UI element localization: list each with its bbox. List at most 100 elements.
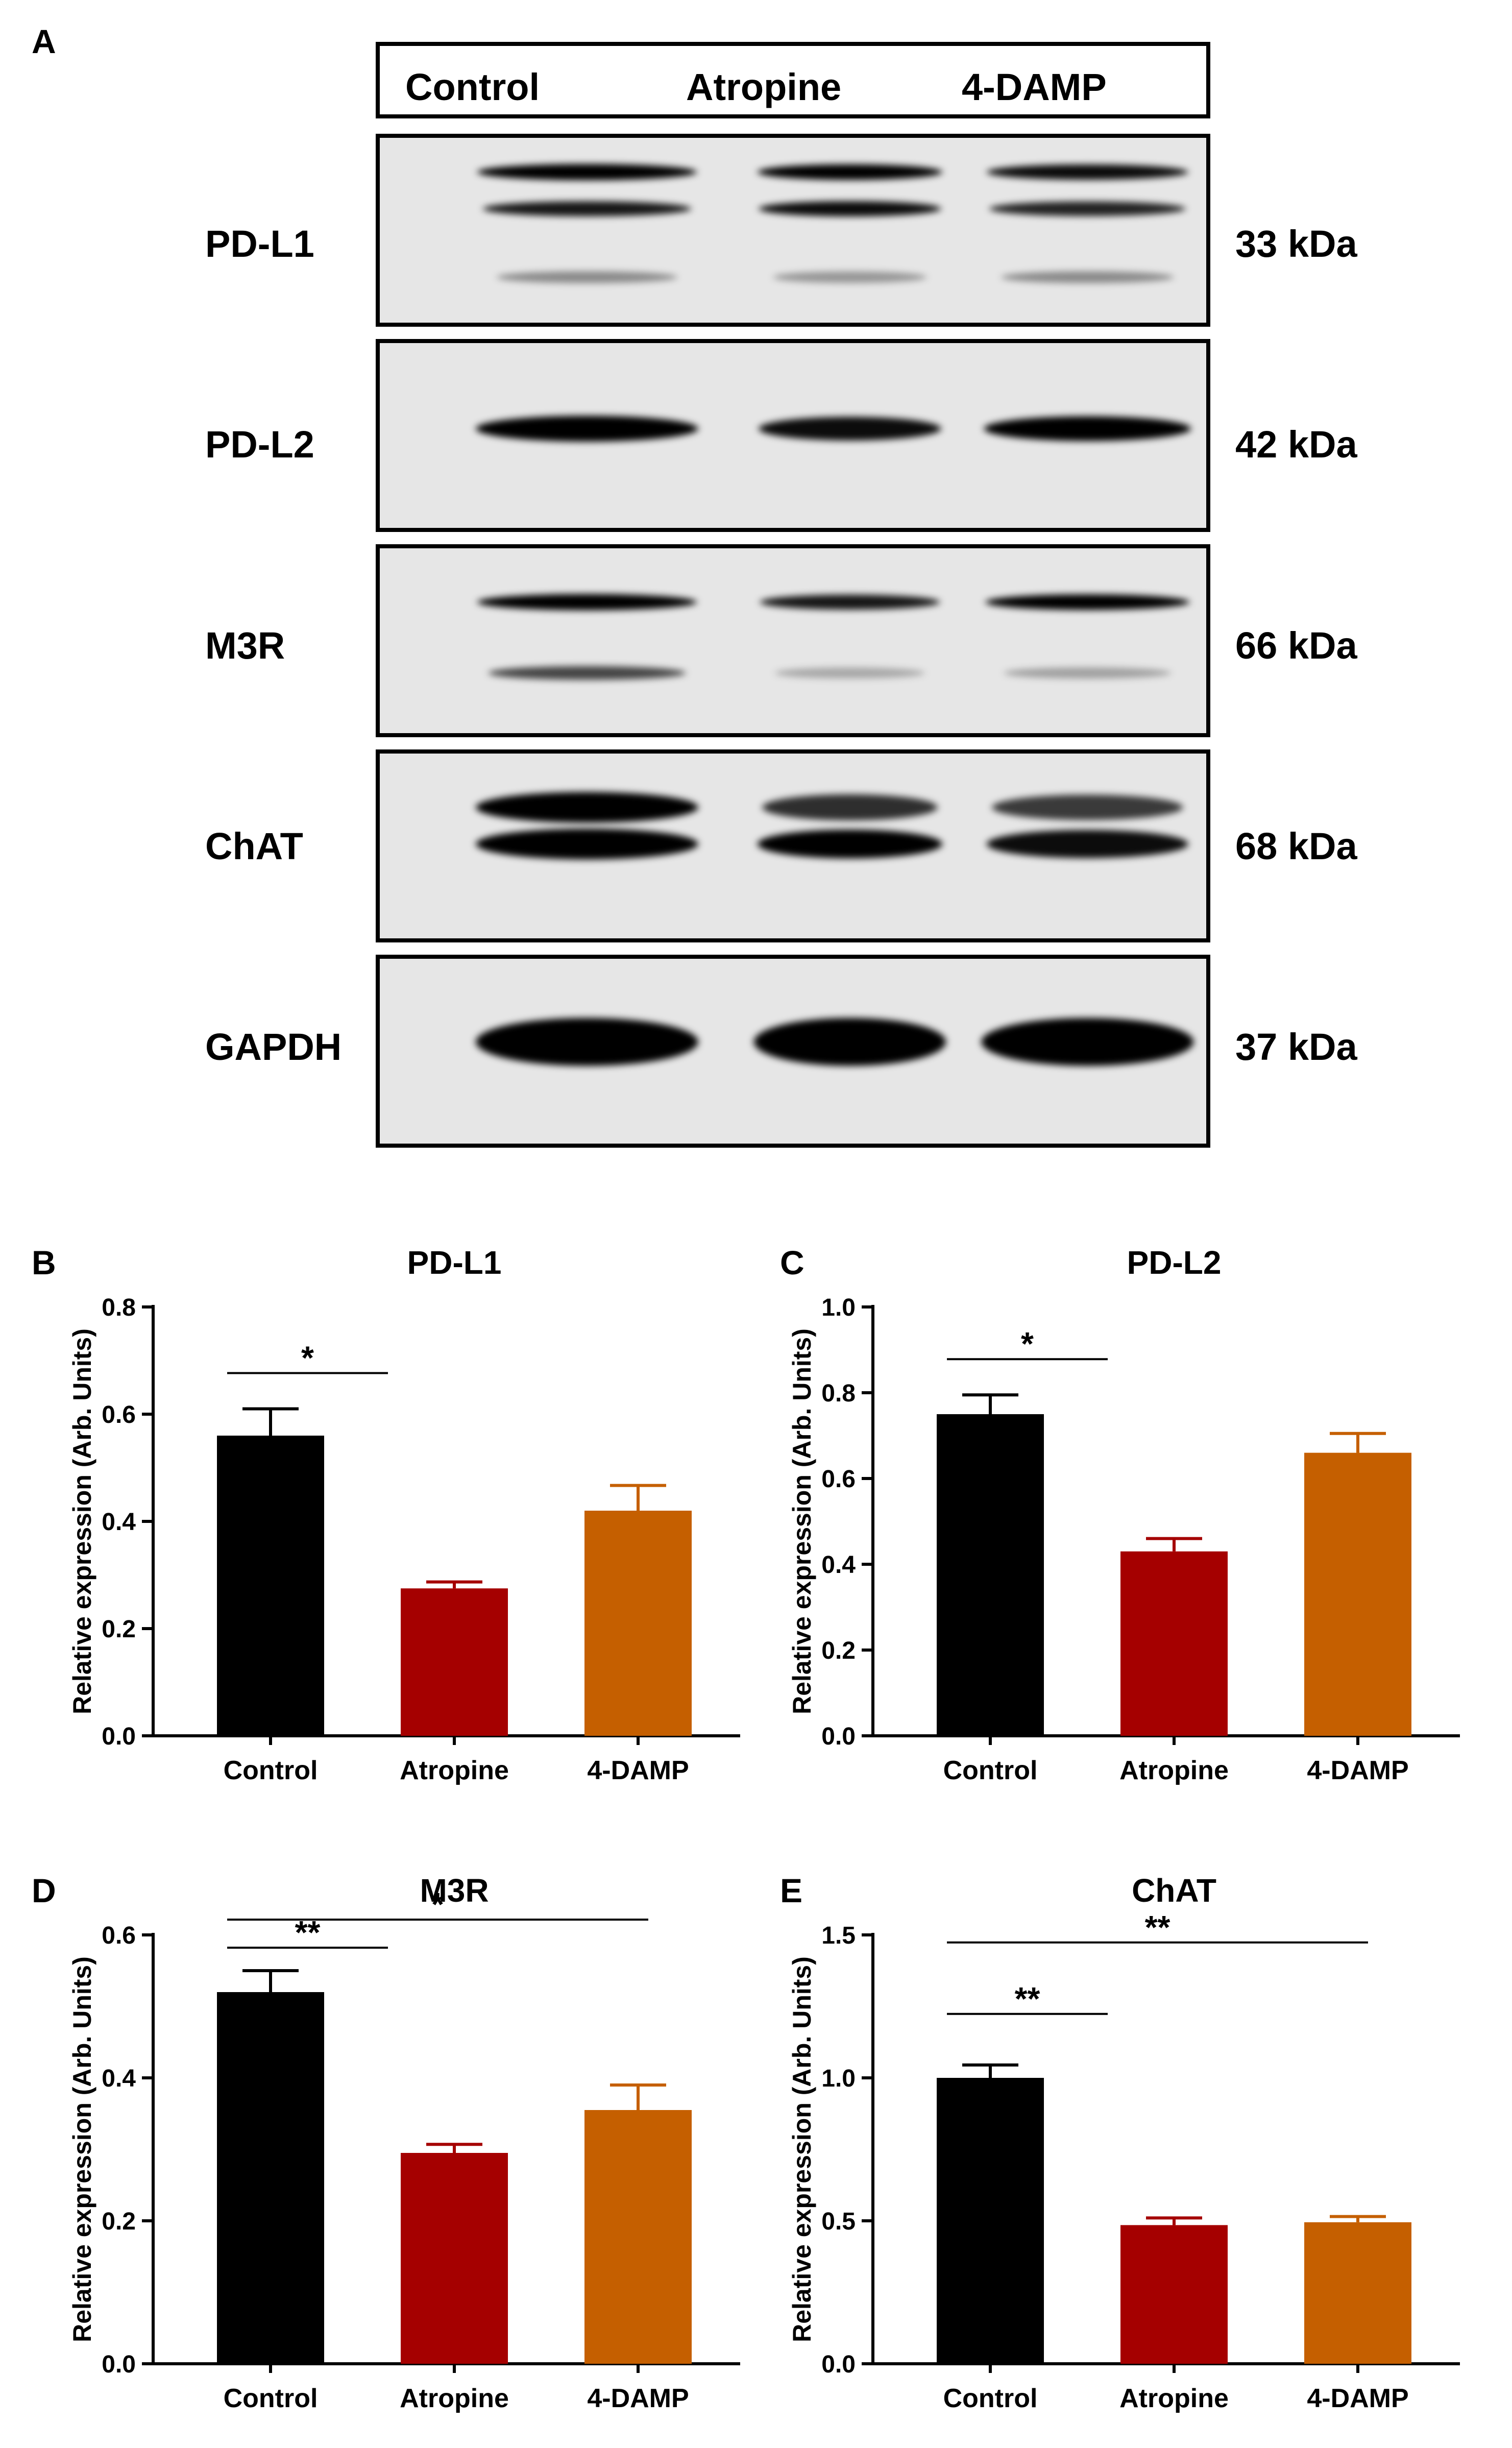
protein-label-chat: ChAT [205, 825, 303, 867]
x-tick-label: Atropine [400, 2384, 509, 2413]
y-tick-label: 1.0 [821, 1294, 856, 1321]
bar-control [217, 1992, 324, 2364]
y-tick-label: 0.8 [821, 1380, 856, 1407]
bar-4-damp [1304, 1452, 1411, 1736]
band-m3r-lane2-1 [760, 594, 940, 610]
x-tick-label: 4-DAMP [1307, 1756, 1408, 1785]
blot-bands-pd-l2 [476, 416, 1191, 442]
bar-control [217, 1436, 324, 1736]
x-tick-label: Atropine [400, 1756, 509, 1785]
bar-atropine [401, 2153, 508, 2364]
band-gapdh-lane1-1 [476, 1017, 698, 1066]
protein-label-pd-l2: PD-L2 [205, 423, 314, 466]
band-pd-l1-lane3-2 [989, 201, 1186, 216]
significance-marker: * [301, 1340, 314, 1376]
x-tick-label: Control [943, 2384, 1038, 2413]
band-pd-l1-lane2-2 [759, 201, 941, 216]
band-chat-lane2-1 [762, 794, 938, 820]
significance-marker: ** [1015, 1980, 1040, 2017]
size-label-gapdh: 37 kDa [1235, 1026, 1357, 1068]
y-tick-label: 1.5 [821, 1922, 856, 1949]
band-pd-l1-lane1-2 [482, 201, 692, 216]
y-axis-label: Relative expression (Arb. Units) [68, 1956, 96, 2342]
bar-chart-m3r: M3R Relative expression (Arb. Units)0.0 0.… [68, 1872, 740, 2413]
bar-atropine [1120, 1551, 1228, 1736]
bar-control [937, 2078, 1044, 2364]
significance-marker: ** [1145, 1909, 1170, 1946]
x-tick-label: Atropine [1119, 1756, 1229, 1785]
y-tick-label: 0.6 [102, 1922, 136, 1949]
bar-atropine [401, 1588, 508, 1736]
size-label-chat: 68 kDa [1235, 825, 1357, 867]
band-chat-lane3-2 [986, 830, 1188, 858]
chart-title: ChAT [1132, 1872, 1216, 1909]
bar-chart-chat: ChAT Relative expression (Arb. Units)0.0 0… [788, 1872, 1460, 2413]
band-m3r-lane3-2 [1004, 667, 1172, 679]
band-m3r-lane2-2 [775, 667, 925, 679]
band-gapdh-lane3-1 [981, 1017, 1194, 1066]
panel-letter-e: E [780, 1872, 803, 1909]
blot-panel-chat [376, 749, 1210, 942]
bar-control [937, 1414, 1044, 1736]
lane-header: Control Atropine 4-DAMP [376, 42, 1210, 118]
size-label-pd-l2: 42 kDa [1235, 423, 1357, 466]
blot-bands-chat [476, 792, 1188, 860]
band-pd-l1-lane3-3 [1001, 271, 1174, 283]
y-tick-label: 0.0 [102, 2351, 136, 2378]
chart-title: PD-L1 [407, 1244, 502, 1281]
y-tick-label: 0.6 [821, 1466, 856, 1493]
panel-letter-a: A [32, 22, 56, 60]
x-tick-label: 4-DAMP [1307, 2384, 1408, 2413]
band-chat-lane1-1 [476, 792, 698, 823]
band-pd-l1-lane1-3 [496, 271, 677, 283]
x-tick-label: Control [943, 1756, 1038, 1785]
y-tick-label: 0.4 [102, 1509, 136, 1536]
y-tick-label: 0.8 [102, 1294, 136, 1321]
blot-bands-m3r [477, 594, 1190, 680]
band-chat-lane3-1 [992, 794, 1183, 820]
chart-title: M3R [420, 1872, 489, 1909]
panel-letter-d: D [32, 1872, 56, 1909]
y-tick-label: 0.0 [821, 1723, 856, 1750]
blot-panel-m3r [376, 544, 1210, 737]
bar-4-damp [1304, 2222, 1411, 2364]
blot-bands-pd-l1 [477, 164, 1188, 283]
protein-label-pd-l1: PD-L1 [205, 223, 314, 265]
band-pd-l2-lane2-1 [759, 417, 941, 441]
y-tick-label: 1.0 [821, 2065, 856, 2092]
panel-letter-c: C [780, 1244, 804, 1281]
significance-marker: * [431, 1886, 444, 1923]
size-label-pd-l1: 33 kDa [1235, 223, 1357, 265]
bar-atropine [1120, 2225, 1228, 2364]
lane-label-4-damp: 4-DAMP [962, 66, 1107, 108]
significance-marker: * [1021, 1325, 1034, 1362]
band-pd-l2-lane1-1 [476, 416, 698, 442]
blot-panel-gapdh [376, 955, 1210, 1148]
x-tick-label: 4-DAMP [587, 2384, 689, 2413]
band-pd-l1-lane2-3 [773, 271, 927, 283]
band-chat-lane2-2 [757, 829, 942, 859]
band-gapdh-lane2-1 [753, 1017, 946, 1066]
lane-label-control: Control [405, 66, 540, 108]
lane-label-atropine: Atropine [686, 66, 842, 108]
blot-panel-pd-l2 [376, 339, 1210, 532]
bar-chart-pd-l2: PD-L2 Relative expression (Arb. Units)0.0… [788, 1244, 1460, 1785]
y-tick-label: 0.2 [821, 1637, 856, 1664]
y-tick-label: 0.4 [821, 1552, 856, 1579]
size-label-m3r: 66 kDa [1235, 624, 1357, 667]
band-m3r-lane3-1 [985, 594, 1190, 610]
y-tick-label: 0.2 [102, 1616, 136, 1643]
y-tick-label: 0.6 [102, 1401, 136, 1428]
chart-title: PD-L2 [1127, 1244, 1222, 1281]
panel-letter-b: B [32, 1244, 56, 1281]
blot-bands-gapdh [476, 1017, 1194, 1066]
x-tick-label: Control [224, 2384, 318, 2413]
x-tick-label: Control [224, 1756, 318, 1785]
blot-panel-pd-l1 [376, 134, 1210, 327]
band-m3r-lane1-1 [477, 594, 697, 611]
band-pd-l2-lane3-1 [984, 416, 1191, 441]
protein-label-gapdh: GAPDH [205, 1026, 342, 1068]
x-tick-label: Atropine [1119, 2384, 1229, 2413]
y-tick-label: 0.0 [102, 1723, 136, 1750]
protein-label-m3r: M3R [205, 624, 285, 667]
